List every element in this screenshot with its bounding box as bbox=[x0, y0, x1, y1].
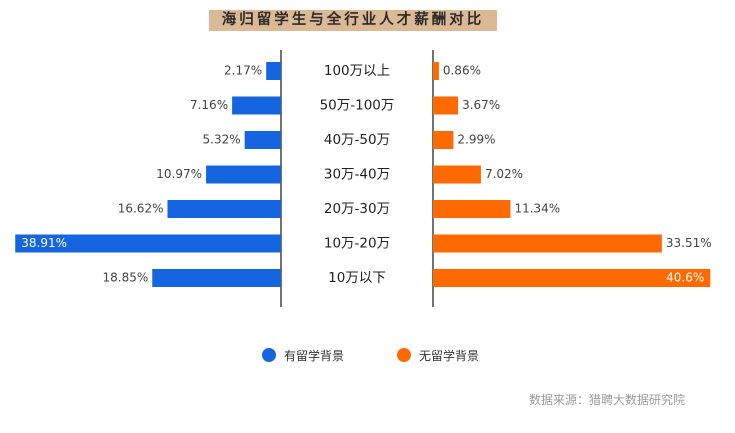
bar-right bbox=[433, 234, 662, 253]
bar-left bbox=[266, 62, 281, 80]
legend-label-left: 有留学背景 bbox=[284, 348, 345, 363]
category-label: 50万-100万 bbox=[320, 98, 395, 114]
bar-right bbox=[433, 165, 481, 184]
bar-right bbox=[433, 269, 711, 287]
category-label: 40万-50万 bbox=[324, 132, 390, 148]
bar-left-value: 38.91% bbox=[21, 236, 67, 250]
bar-right bbox=[433, 62, 439, 80]
bar-right-value: 40.6% bbox=[666, 271, 704, 285]
bar-left bbox=[167, 200, 281, 218]
bar-right-value: 11.34% bbox=[514, 202, 560, 216]
category-label: 20万-30万 bbox=[324, 201, 390, 217]
source-note: 数据来源：猎聘大数据研究院 bbox=[529, 393, 686, 407]
bar-left bbox=[15, 234, 282, 253]
legend-item-left: 有留学背景 bbox=[262, 347, 344, 363]
bar-left-value: 2.17% bbox=[224, 64, 262, 78]
chart-title: 海归留学生与全行业人才薪酬对比 bbox=[209, 10, 497, 31]
bar-right-value: 3.67% bbox=[462, 98, 500, 112]
category-label: 30万-40万 bbox=[324, 167, 390, 183]
bar-right-value: 7.02% bbox=[485, 167, 523, 181]
legend-swatch-right bbox=[397, 348, 411, 362]
bar-left bbox=[152, 269, 281, 287]
bar-right bbox=[433, 131, 454, 149]
bar-right-value: 33.51% bbox=[666, 236, 712, 250]
bar-right bbox=[433, 200, 511, 218]
category-label: 10万以下 bbox=[328, 270, 386, 286]
category-label: 100万以上 bbox=[324, 63, 390, 79]
bar-right-value: 2.99% bbox=[457, 133, 495, 147]
bar-right-value: 0.86% bbox=[443, 64, 481, 78]
category-label: 10万-20万 bbox=[324, 236, 390, 252]
bar-left bbox=[206, 165, 281, 184]
legend-label-right: 无留学背景 bbox=[419, 348, 480, 363]
bar-left-value: 18.85% bbox=[102, 271, 148, 285]
legend-item-right: 无留学背景 bbox=[397, 347, 479, 363]
legend-swatch-left bbox=[262, 348, 276, 362]
bar-left bbox=[232, 96, 281, 115]
bar-left-value: 5.32% bbox=[203, 133, 241, 147]
bar-left-value: 16.62% bbox=[118, 202, 164, 216]
bar-right bbox=[433, 96, 459, 115]
bar-left bbox=[244, 131, 281, 149]
bar-left-value: 10.97% bbox=[156, 167, 202, 181]
bar-left-value: 7.16% bbox=[190, 98, 228, 112]
